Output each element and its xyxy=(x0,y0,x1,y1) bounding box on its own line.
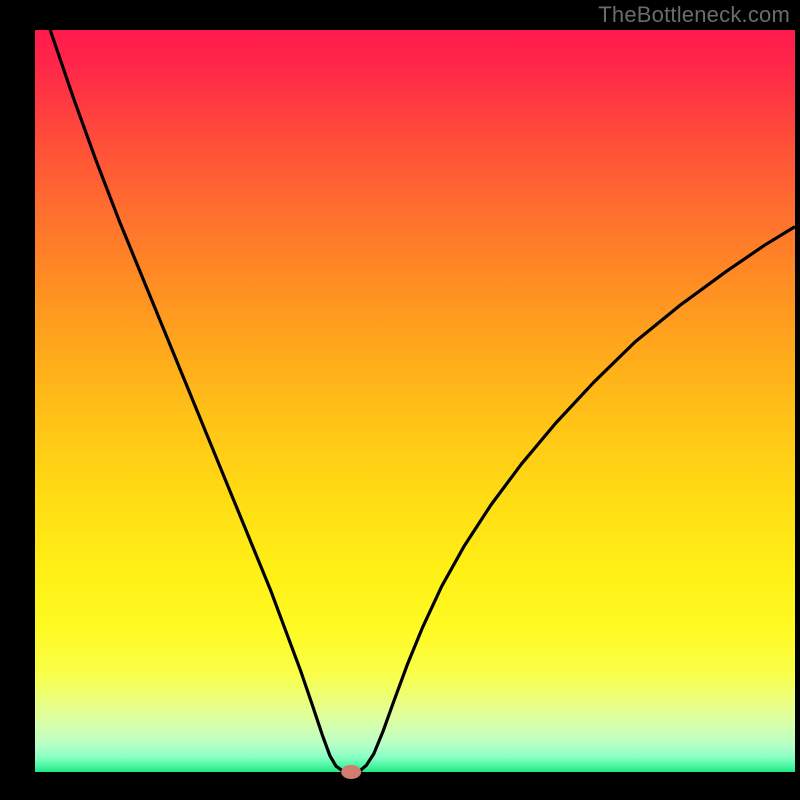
bottleneck-chart xyxy=(0,0,800,800)
gradient-background xyxy=(35,30,795,772)
chart-stage: TheBottleneck.com xyxy=(0,0,800,800)
minimum-marker xyxy=(341,765,361,779)
